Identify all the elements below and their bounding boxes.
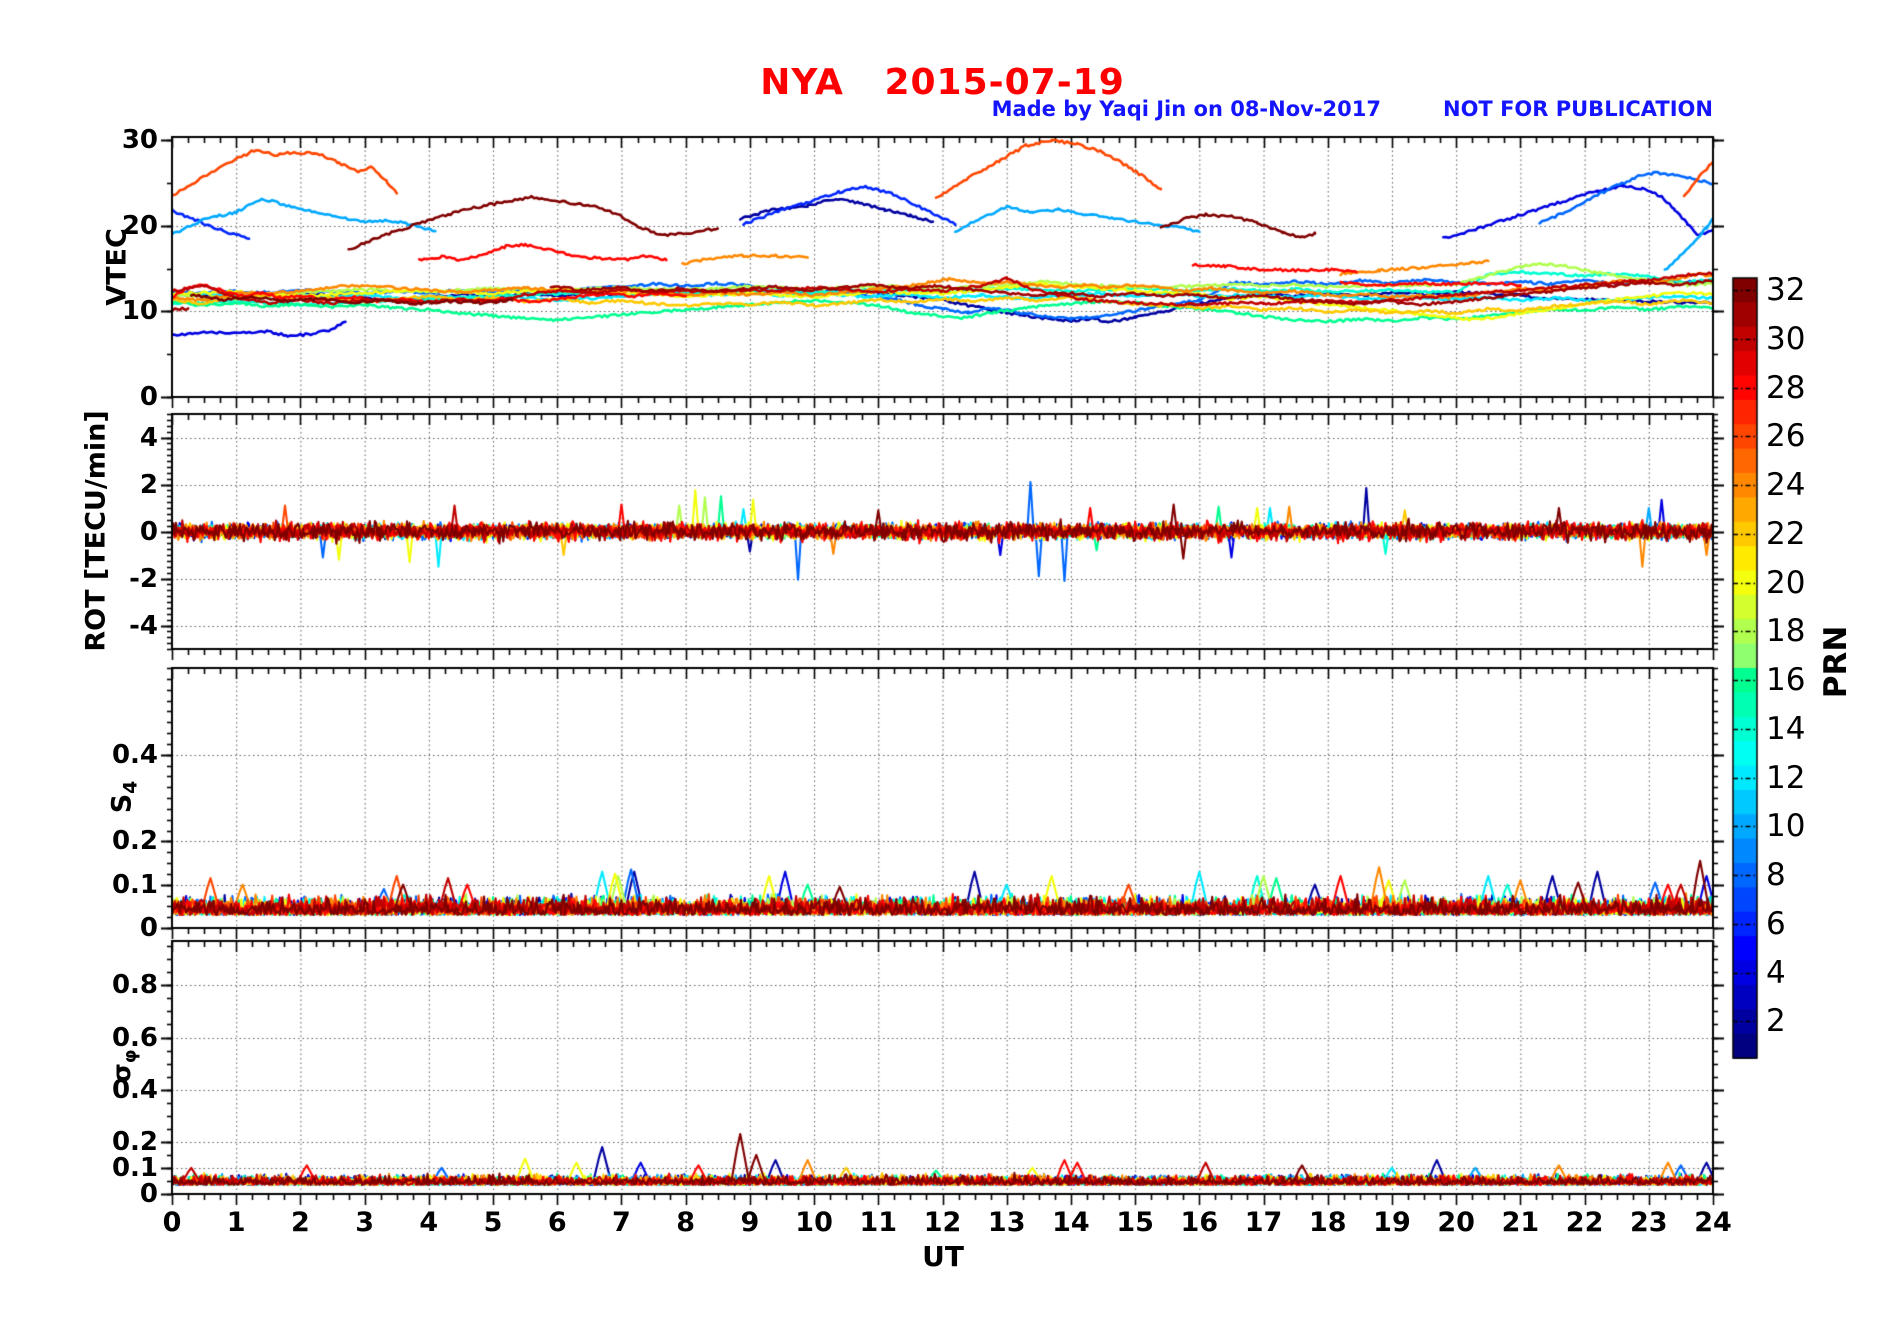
- x-tick-label: 15: [1116, 1207, 1154, 1238]
- prn-tick-label: 28: [1766, 369, 1806, 406]
- x-tick-label: 17: [1244, 1207, 1283, 1238]
- plot-title: NYA 2015-07-19: [760, 62, 1125, 103]
- prn-tick-label: 12: [1766, 759, 1806, 796]
- prn-tick-label: 2: [1766, 1003, 1786, 1040]
- prn-tick-label: 4: [1766, 954, 1786, 991]
- sigma_phi-tick-label: 0: [139, 1179, 158, 1209]
- x-tick-label: 24: [1694, 1207, 1732, 1238]
- rot-tick-label: -2: [129, 563, 158, 594]
- plot-subtitle: Made by Yaqi Jin on 08-Nov-2017 NOT FOR P…: [992, 97, 1713, 121]
- sigma_phi-tick-label: 0.4: [111, 1074, 158, 1105]
- sigma_phi-tick-label: 0.6: [111, 1022, 158, 1053]
- x-tick-label: 8: [676, 1207, 696, 1238]
- prn-tick-label: 14: [1766, 710, 1806, 747]
- x-tick-label: 13: [987, 1207, 1026, 1238]
- x-tick-label: 4: [419, 1207, 439, 1238]
- x-tick-label: 19: [1373, 1207, 1411, 1238]
- ut-axis-label: UT: [922, 1240, 964, 1273]
- x-tick-label: 21: [1501, 1207, 1540, 1238]
- x-tick-label: 14: [1052, 1207, 1090, 1238]
- not-for-publication-text: NOT FOR PUBLICATION: [1443, 97, 1713, 121]
- x-tick-label: 10: [795, 1207, 833, 1238]
- x-tick-label: 5: [483, 1207, 503, 1238]
- prn-tick-label: 20: [1766, 564, 1806, 601]
- x-tick-label: 1: [226, 1207, 246, 1238]
- prn-tick-label: 6: [1766, 905, 1786, 942]
- s4-tick-label: 0.2: [111, 826, 158, 857]
- credit-text: Made by Yaqi Jin on 08-Nov-2017: [991, 97, 1381, 121]
- s4-axis-label: S4: [106, 780, 142, 814]
- x-tick-label: 12: [923, 1207, 962, 1238]
- prn-tick-label: 18: [1766, 613, 1806, 650]
- x-tick-label: 18: [1308, 1207, 1347, 1238]
- prn-tick-label: 16: [1766, 662, 1806, 699]
- s4-tick-label: 0: [139, 913, 158, 943]
- x-tick-label: 20: [1437, 1207, 1475, 1238]
- rot-tick-label: 4: [139, 422, 158, 453]
- vtec-tick-label: 30: [121, 125, 158, 156]
- prn-tick-label: 22: [1766, 515, 1806, 552]
- rot-tick-label: -4: [129, 610, 158, 641]
- x-tick-label: 16: [1180, 1207, 1219, 1238]
- rot-tick-label: 2: [139, 469, 158, 500]
- x-tick-label: 11: [859, 1207, 898, 1238]
- prn-tick-label: 26: [1766, 418, 1806, 455]
- vtec-tick-label: 0: [139, 382, 158, 412]
- x-tick-label: 7: [612, 1207, 631, 1238]
- prn-tick-label: 10: [1766, 808, 1806, 845]
- rot-axis-label: ROT [TECU/min]: [80, 410, 112, 652]
- x-tick-label: 23: [1629, 1207, 1668, 1238]
- rot-tick-label: 0: [139, 516, 158, 547]
- x-tick-label: 9: [740, 1207, 760, 1238]
- s4-tick-label: 0.1: [111, 869, 158, 900]
- vtec-tick-label: 10: [121, 296, 158, 327]
- prn-tick-label: 32: [1766, 272, 1806, 309]
- x-tick-label: 2: [291, 1207, 310, 1238]
- x-tick-label: 0: [162, 1207, 182, 1238]
- vtec-tick-label: 20: [121, 210, 158, 241]
- prn-tick-label: 24: [1766, 467, 1806, 504]
- prn-tick-label: 30: [1766, 320, 1806, 357]
- sigma_phi-tick-label: 0.8: [111, 970, 158, 1001]
- prn-tick-label: 8: [1766, 857, 1786, 894]
- x-tick-label: 22: [1565, 1207, 1604, 1238]
- s4-tick-label: 0.4: [111, 739, 158, 770]
- sigma_phi-tick-label: 0.1: [111, 1152, 158, 1183]
- x-tick-label: 3: [355, 1207, 375, 1238]
- prn-axis-label: PRN: [1818, 625, 1854, 699]
- x-tick-label: 6: [547, 1207, 567, 1238]
- sigma_phi-tick-label: 0.2: [111, 1126, 158, 1157]
